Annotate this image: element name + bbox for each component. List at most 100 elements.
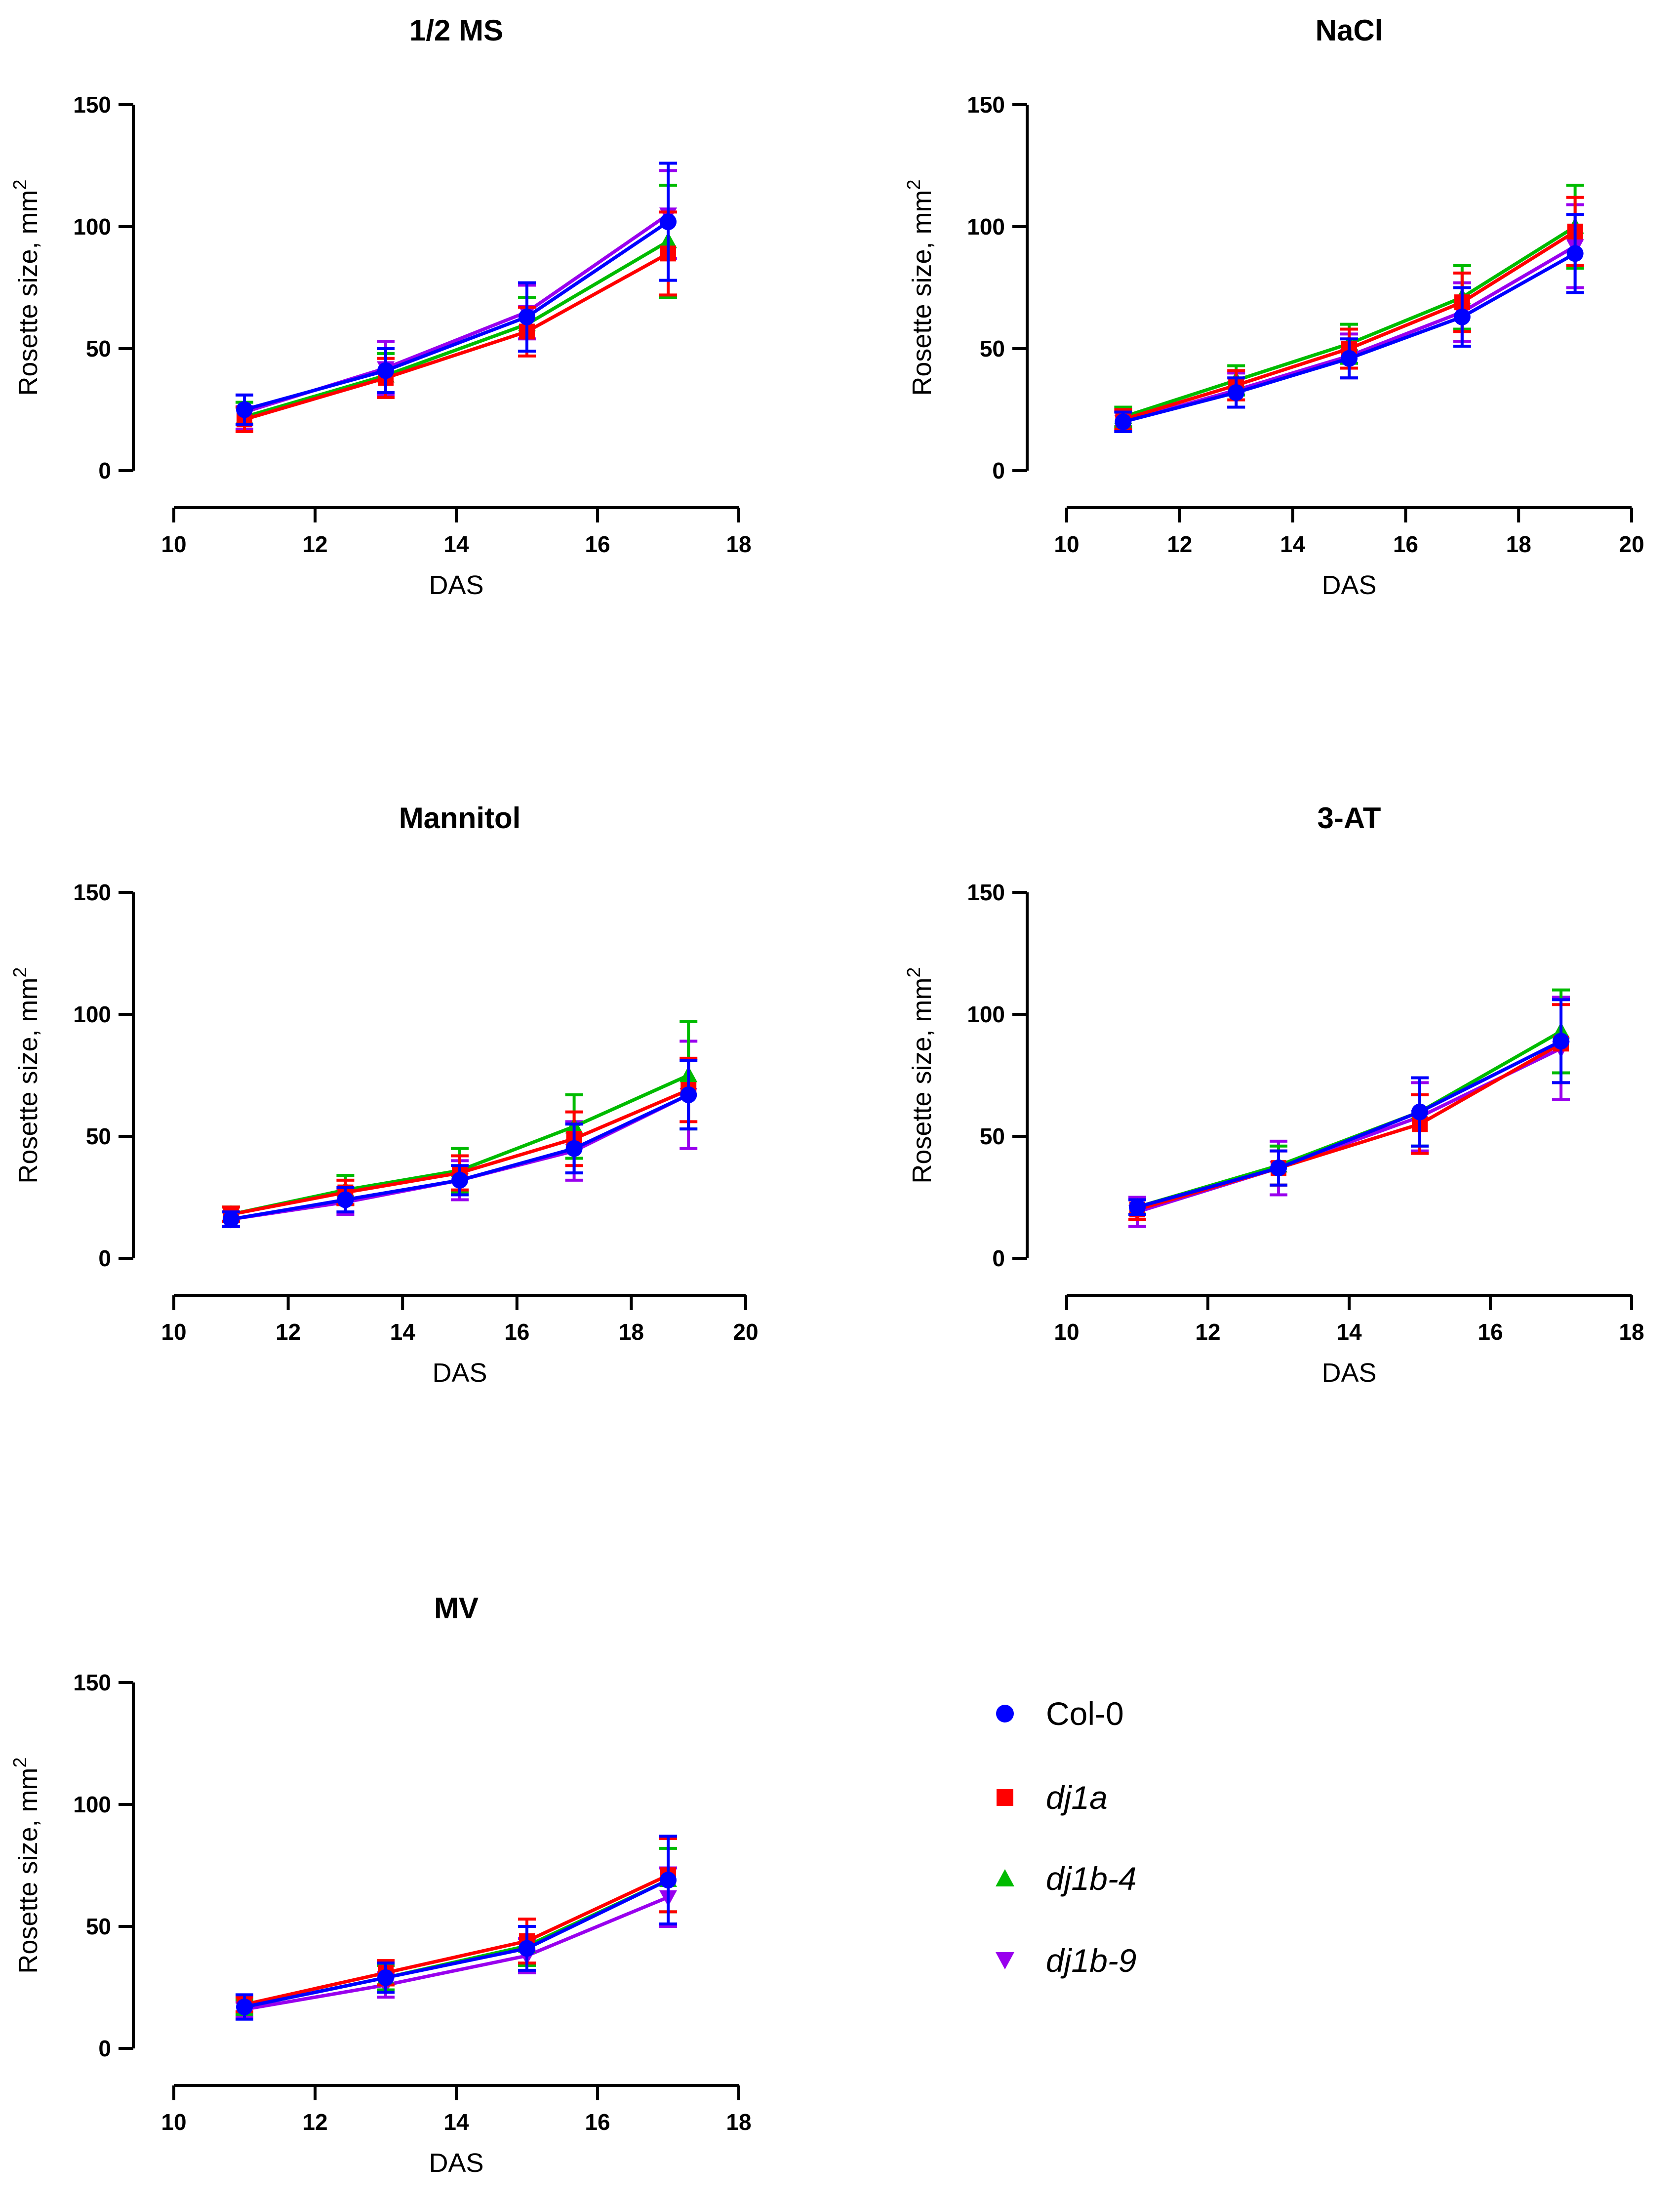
series-dj1b-4 <box>236 1846 677 2016</box>
data-point-circle <box>680 1086 697 1104</box>
x-tick-label: 10 <box>161 2109 186 2135</box>
x-tick-label: 16 <box>1478 1319 1503 1345</box>
x-tick-label: 12 <box>302 531 327 557</box>
data-point-circle <box>1270 1160 1287 1177</box>
series-Col-0 <box>222 1059 698 1228</box>
y-tick-label: 50 <box>86 1914 111 1939</box>
x-tick-label: 10 <box>161 1319 186 1345</box>
x-tick-label: 10 <box>1054 531 1079 557</box>
series-line <box>1122 225 1576 419</box>
data-point-circle <box>660 1872 677 1889</box>
series-Col-0 <box>236 1835 677 2021</box>
x-tick-label: 16 <box>585 531 610 557</box>
y-axis-label-superscript: 2 <box>904 967 924 977</box>
x-tick-label: 12 <box>276 1319 301 1345</box>
x-tick-label: 16 <box>585 2109 610 2135</box>
legend-item-dj1a: dj1a <box>997 1779 1108 1816</box>
legend-label: Col-0 <box>1046 1695 1124 1732</box>
data-point-circle <box>222 1210 240 1228</box>
x-tick-label: 18 <box>619 1319 644 1345</box>
y-tick-label: 150 <box>73 1670 111 1695</box>
x-tick-label: 12 <box>1167 531 1192 557</box>
legend-item-dj1b-4: dj1b-4 <box>996 1860 1136 1897</box>
data-point-circle <box>1115 413 1132 431</box>
x-tick-label: 14 <box>1336 1319 1362 1345</box>
y-axis-label-superscript: 2 <box>10 967 31 977</box>
y-tick-label: 0 <box>992 1245 1005 1271</box>
chart-title: 3-AT <box>1318 801 1381 835</box>
x-tick-label: 18 <box>726 531 751 557</box>
y-tick-label: 150 <box>967 880 1005 905</box>
x-tick-label: 16 <box>504 1319 529 1345</box>
x-tick-label: 18 <box>1619 1319 1644 1345</box>
data-point-circle <box>1228 384 1245 401</box>
series-Col-0 <box>1128 998 1570 1216</box>
x-tick-label: 10 <box>161 531 186 557</box>
data-point-circle <box>236 1999 253 2016</box>
x-axis-label: DAS <box>429 570 483 600</box>
legend-label: dj1b-9 <box>1046 1942 1136 1979</box>
chart-panel: NaCl 0 50 100 150 10 12 14 16 18 20 DAS Rosette size… <box>904 14 1644 600</box>
y-tick-label: 100 <box>73 1001 111 1027</box>
data-point-circle <box>565 1140 583 1157</box>
data-point-circle <box>519 1940 535 1957</box>
chart-panel: 1/2 MS 0 50 100 150 10 12 14 16 18 DAS Rosette size… <box>10 14 752 600</box>
series-dj1b-4 <box>1114 184 1584 429</box>
x-axis-label: DAS <box>429 2148 483 2178</box>
y-tick-label: 150 <box>967 92 1005 118</box>
series-line <box>244 240 669 419</box>
chart-title: Mannitol <box>399 801 521 835</box>
y-axis-label: Rosette size, mm2 <box>10 967 43 1183</box>
legend-label: dj1b-4 <box>1046 1860 1136 1897</box>
x-tick-label: 10 <box>1054 1319 1079 1345</box>
data-point-circle <box>660 213 677 231</box>
legend: Col-0 dj1a dj1b-4 dj1b-9 <box>996 1695 1136 1979</box>
data-point-circle <box>1411 1103 1428 1121</box>
data-point-circle <box>1553 1033 1569 1050</box>
series-line <box>244 1895 669 2011</box>
y-tick-label: 50 <box>86 1123 111 1149</box>
y-tick-label: 0 <box>992 458 1005 483</box>
x-tick-label: 18 <box>1506 531 1531 557</box>
data-point-circle <box>377 362 394 379</box>
chart-panel: MV 0 50 100 150 10 12 14 16 18 DAS Rosette size, mm… <box>10 1592 752 2178</box>
y-axis-label-superscript: 2 <box>10 179 31 190</box>
series-line <box>243 213 669 414</box>
y-tick-label: 150 <box>73 92 111 118</box>
data-point-circle <box>236 401 253 418</box>
series-line <box>244 1874 669 2006</box>
x-tick-label: 14 <box>1280 531 1306 557</box>
y-axis-label: Rosette size, mm2 <box>904 967 937 1183</box>
series-Col-0 <box>236 161 677 426</box>
y-tick-label: 100 <box>967 1001 1005 1027</box>
data-point-circle <box>377 1969 394 1986</box>
x-axis-label: DAS <box>1321 570 1376 600</box>
series-dj1a <box>1114 196 1584 431</box>
x-tick-label: 16 <box>1393 531 1418 557</box>
x-tick-label: 14 <box>443 2109 469 2135</box>
data-point-circle <box>451 1171 468 1189</box>
legend-marker-square <box>997 1789 1013 1806</box>
data-point-circle <box>1129 1199 1146 1216</box>
y-tick-label: 50 <box>86 336 111 361</box>
chart-panel: 3-AT 0 50 100 150 10 12 14 16 18 DAS Rosette size, … <box>904 801 1644 1388</box>
legend-marker-circle <box>996 1705 1014 1722</box>
series-line <box>1137 1040 1562 1209</box>
y-tick-label: 100 <box>73 1792 111 1817</box>
y-tick-label: 50 <box>980 1123 1005 1149</box>
chart-panel: Mannitol 0 50 100 150 10 12 14 16 18 20 DAS Rosette … <box>10 801 759 1388</box>
data-point-circle <box>1341 350 1358 367</box>
x-axis-label: DAS <box>432 1358 487 1388</box>
series-line <box>244 1878 669 2009</box>
series-line <box>244 1878 669 2009</box>
chart-title: MV <box>434 1592 479 1625</box>
series-dj1a <box>1128 1003 1570 1221</box>
series-line <box>244 252 669 421</box>
legend-marker-triangle-down <box>996 1952 1014 1969</box>
series-dj1a <box>236 1837 677 2013</box>
series-line <box>244 220 669 411</box>
legend-marker-triangle-up <box>996 1869 1014 1886</box>
series-Col-0 <box>1114 213 1584 433</box>
series-dj1b-9 <box>236 169 677 431</box>
